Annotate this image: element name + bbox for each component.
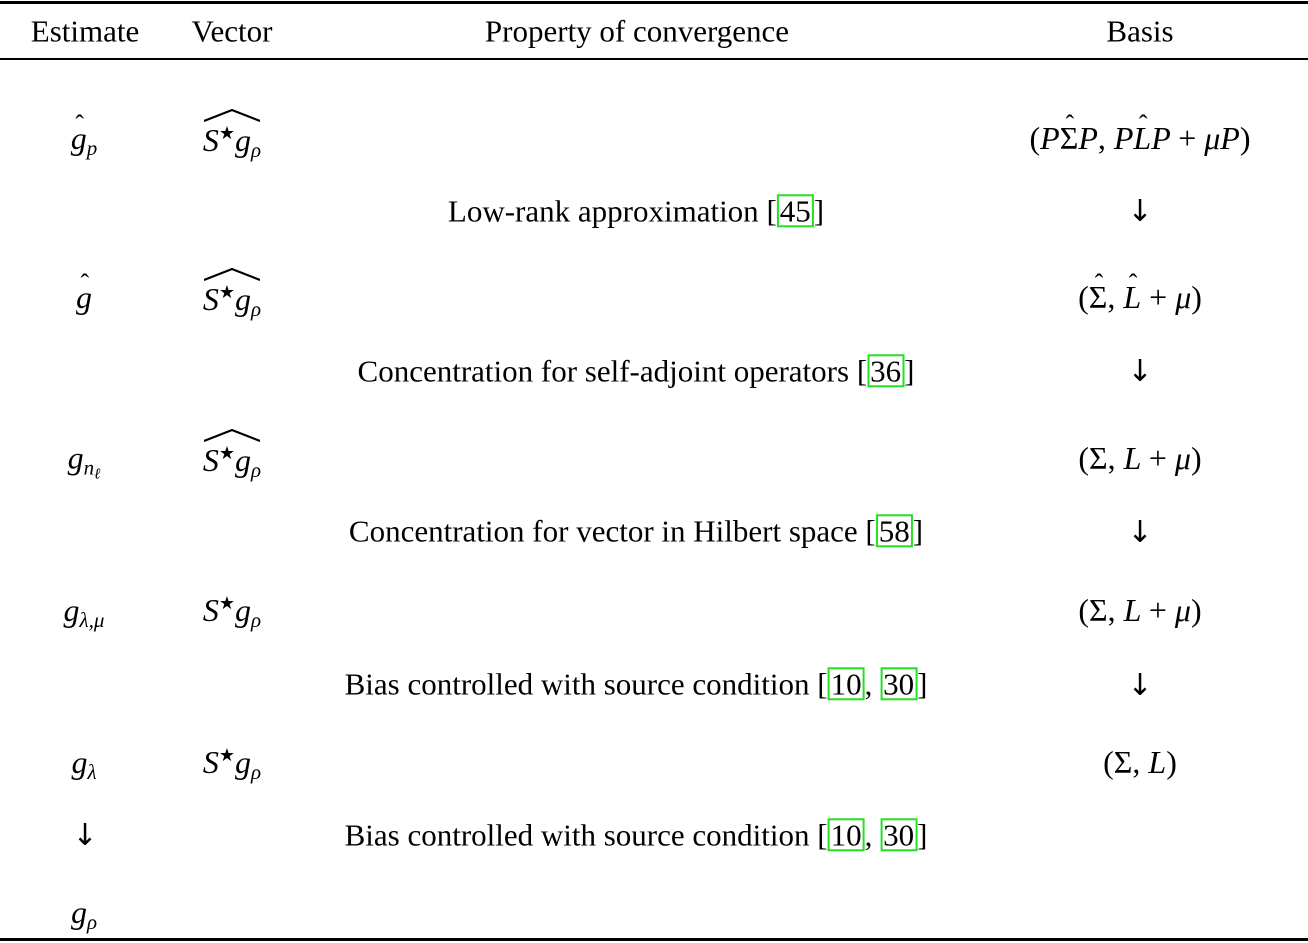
- basis-sigma-l: (Σ, L): [1103, 744, 1177, 780]
- property-hilbert-vector: Concentration for vector in Hilbert spac…: [348, 513, 924, 549]
- estimate-g-lambda: gλ: [71, 744, 97, 784]
- vector-widehat-sstar-grho: S★gρ: [203, 267, 261, 320]
- property-bias-source: Bias controlled with source condition [1…: [344, 666, 928, 702]
- basis-sigma-l-mu: (Σ, L + μ): [1078, 592, 1202, 628]
- estimate-ghat-p: gp: [71, 122, 98, 159]
- basis-hat: (Σ, L + μ): [1078, 281, 1202, 313]
- citation-link[interactable]: 10: [827, 667, 865, 701]
- estimate-ghat: g: [76, 281, 92, 313]
- vector-widehat-sstar-grho: S★gρ: [203, 108, 261, 161]
- basis-projected-hat: (PΣP, PLP + μP): [1030, 122, 1251, 154]
- down-arrow-icon: ↓: [1127, 194, 1153, 229]
- vector-widehat-sstar-grho: S★gρ: [203, 428, 261, 481]
- estimate-g-rho: gρ: [70, 894, 98, 934]
- header-property: Property of convergence: [484, 13, 790, 49]
- down-arrow-icon: ↓: [1127, 515, 1153, 550]
- property-self-adjoint: Concentration for self-adjoint operators…: [357, 353, 915, 389]
- vector-sstar-grho: S★gρ: [202, 744, 262, 784]
- top-rule: [0, 1, 1308, 4]
- header-rule: [0, 58, 1308, 60]
- header-vector: Vector: [191, 13, 273, 49]
- down-arrow-icon: ↓: [1127, 668, 1153, 703]
- citation-link[interactable]: 36: [867, 354, 905, 388]
- citation-link[interactable]: 30: [880, 818, 918, 852]
- estimate-g-lambda-mu: gλ,μ: [63, 592, 105, 632]
- down-arrow-icon: ↓: [1127, 354, 1153, 389]
- vector-sstar-grho: S★gρ: [202, 592, 262, 632]
- estimate-g-nl: gnℓ: [67, 439, 101, 483]
- bottom-rule: [0, 938, 1308, 941]
- basis-sigma-l-mu: (Σ, L + μ): [1078, 440, 1202, 476]
- down-arrow-icon: ↓: [72, 818, 98, 853]
- citation-link[interactable]: 58: [875, 514, 913, 548]
- citation-link[interactable]: 10: [827, 818, 865, 852]
- property-low-rank: Low-rank approximation [45]: [447, 193, 825, 229]
- header-basis: Basis: [1106, 13, 1174, 49]
- citation-link[interactable]: 45: [776, 194, 814, 228]
- citation-link[interactable]: 30: [880, 667, 918, 701]
- header-estimate: Estimate: [30, 13, 140, 49]
- property-bias-source: Bias controlled with source condition [1…: [344, 817, 928, 853]
